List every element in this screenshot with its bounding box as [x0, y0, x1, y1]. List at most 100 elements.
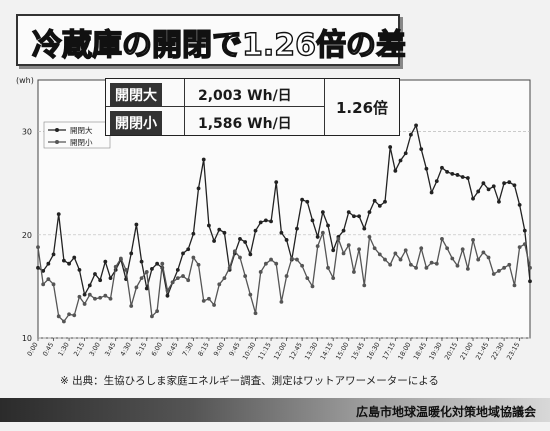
data-point: [393, 251, 398, 256]
data-point: [315, 234, 320, 239]
data-point: [450, 172, 455, 176]
data-point: [398, 257, 403, 262]
page-title: 冷蔵庫の開閉で1.26倍の差: [31, 27, 407, 63]
data-point: [51, 252, 56, 257]
data-point: [320, 210, 325, 214]
data-point: [134, 285, 139, 290]
data-point: [181, 251, 185, 256]
data-point: [434, 179, 439, 184]
data-point: [305, 199, 310, 204]
data-point: [476, 257, 481, 262]
data-point: [460, 247, 465, 252]
data-point: [429, 190, 434, 195]
data-point: [372, 198, 377, 203]
x-tick-label: 14:15: [319, 341, 335, 361]
x-tick-label: 2:15: [72, 341, 86, 358]
data-point: [232, 249, 237, 254]
data-point: [93, 272, 97, 276]
data-point: [346, 210, 351, 214]
data-point: [36, 245, 40, 250]
data-point: [362, 226, 367, 231]
data-point: [46, 261, 51, 266]
data-point: [72, 313, 77, 318]
data-point: [403, 151, 408, 156]
x-tick-label: 4:30: [119, 341, 133, 358]
summary-divider-v2: [324, 79, 325, 135]
data-point: [41, 282, 46, 287]
data-point: [502, 265, 507, 270]
data-point: [450, 256, 455, 261]
data-point: [61, 319, 66, 324]
data-point: [507, 180, 512, 185]
data-point: [455, 263, 460, 268]
data-point: [207, 296, 211, 301]
data-point: [295, 257, 299, 262]
data-point: [305, 276, 310, 281]
data-point: [144, 286, 149, 291]
data-point: [118, 256, 123, 261]
y-tick-label: 20: [22, 231, 32, 240]
summary-value-large: 2,003 Wh/日: [198, 88, 292, 104]
data-point: [98, 278, 103, 283]
data-point: [512, 283, 517, 288]
data-point: [222, 230, 227, 235]
data-point: [46, 277, 51, 282]
summary-value-small: 1,586 Wh/日: [198, 116, 292, 132]
data-point: [56, 212, 61, 217]
data-point: [393, 168, 398, 173]
data-point: [336, 237, 341, 241]
data-point: [331, 276, 336, 281]
data-point: [41, 269, 46, 273]
data-point: [517, 245, 522, 250]
data-point: [403, 248, 408, 253]
x-tick-label: 12:45: [288, 341, 304, 361]
data-point: [227, 265, 232, 270]
data-point: [108, 296, 113, 301]
data-point: [212, 239, 216, 243]
data-point: [295, 226, 299, 231]
data-point: [243, 274, 248, 278]
data-point: [528, 279, 532, 284]
data-point: [310, 218, 315, 223]
x-tick-label: 22:30: [490, 341, 506, 361]
summary-divider-v1: [184, 79, 185, 135]
data-point: [67, 312, 71, 317]
data-point: [165, 293, 170, 298]
data-point: [129, 251, 134, 256]
data-point: [310, 284, 315, 289]
data-point: [72, 255, 77, 260]
x-tick-label: 23:15: [505, 341, 521, 361]
data-point: [201, 298, 206, 303]
x-tick-label: 15:00: [334, 341, 350, 361]
x-tick-label: 15:45: [350, 341, 366, 361]
data-point: [82, 302, 87, 306]
summary-label-small: 開閉小: [110, 111, 162, 135]
data-point: [56, 314, 61, 319]
data-point: [139, 259, 144, 264]
data-point: [175, 267, 180, 272]
data-point: [36, 265, 40, 270]
data-point: [87, 292, 92, 297]
data-point: [528, 265, 532, 270]
data-point: [217, 227, 222, 232]
data-point: [424, 265, 429, 270]
x-tick-label: 10:30: [241, 341, 257, 361]
x-tick-label: 16:30: [365, 341, 381, 361]
data-point: [502, 181, 507, 186]
data-point: [144, 270, 149, 274]
y-tick-label: 30: [22, 128, 32, 137]
data-point: [67, 261, 71, 266]
data-point: [471, 196, 475, 201]
data-point: [434, 261, 439, 266]
legend-marker: [55, 128, 59, 132]
data-point: [362, 283, 367, 288]
data-point: [300, 197, 305, 202]
data-point: [398, 158, 403, 163]
data-point: [113, 264, 118, 269]
data-point: [263, 261, 268, 266]
data-point: [263, 218, 268, 223]
data-point: [517, 202, 522, 207]
data-point: [486, 255, 491, 260]
data-point: [284, 274, 289, 278]
summary-ratio: 1.26倍: [336, 99, 389, 117]
